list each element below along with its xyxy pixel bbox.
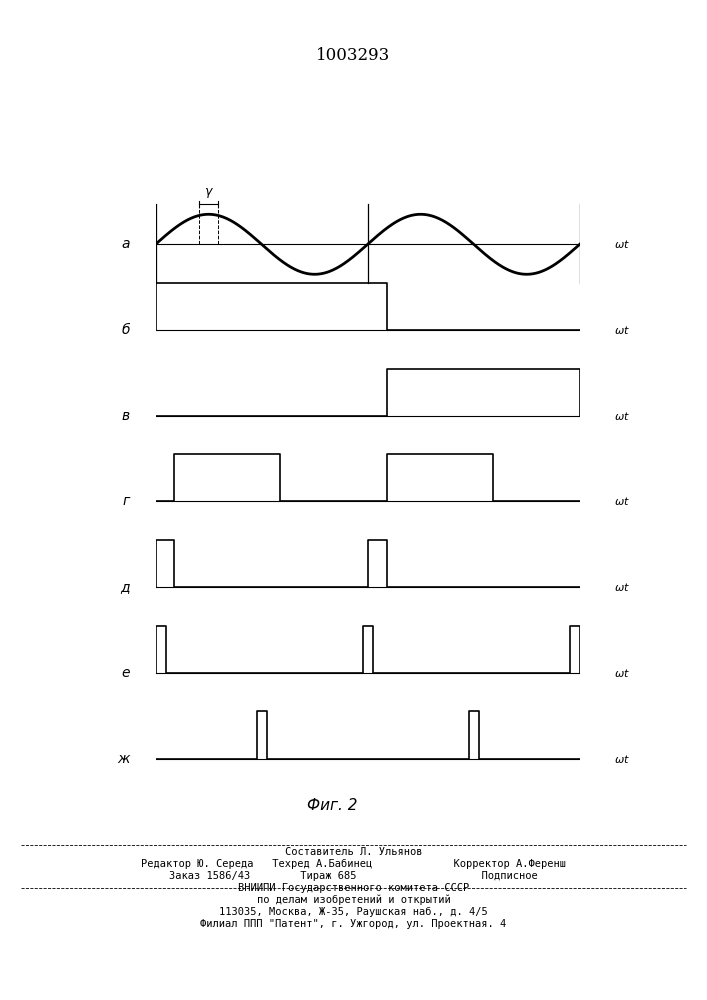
Text: ВНИИПИ Государственного комитета СССР: ВНИИПИ Государственного комитета СССР <box>238 883 469 893</box>
Text: $\omega t$: $\omega t$ <box>614 753 630 765</box>
Text: Заказ 1586/43        Тираж 685                    Подписное: Заказ 1586/43 Тираж 685 Подписное <box>169 871 538 881</box>
Text: $\omega t$: $\omega t$ <box>614 495 630 507</box>
Text: б: б <box>122 323 130 337</box>
Text: Составитель Л. Ульянов: Составитель Л. Ульянов <box>285 847 422 857</box>
Text: $\gamma$: $\gamma$ <box>204 186 214 200</box>
Text: $\omega t$: $\omega t$ <box>614 410 630 422</box>
Text: Филиал ППП "Патент", г. Ужгород, ул. Проектная. 4: Филиал ППП "Патент", г. Ужгород, ул. Про… <box>200 919 507 929</box>
Text: 113035, Москва, Ж-35, Раушская наб., д. 4/5: 113035, Москва, Ж-35, Раушская наб., д. … <box>219 907 488 917</box>
Text: а: а <box>122 237 130 251</box>
Text: $\omega t$: $\omega t$ <box>614 238 630 250</box>
Text: $\omega t$: $\omega t$ <box>614 581 630 593</box>
Text: Фиг. 2: Фиг. 2 <box>307 798 358 812</box>
Text: е: е <box>122 666 130 680</box>
Text: г: г <box>123 494 130 508</box>
Text: $\omega t$: $\omega t$ <box>614 667 630 679</box>
Text: Редактор Ю. Середа   Техред А.Бабинец             Корректор А.Ференш: Редактор Ю. Середа Техред А.Бабинец Корр… <box>141 859 566 869</box>
Text: в: в <box>122 409 130 423</box>
Text: 1003293: 1003293 <box>316 46 391 64</box>
Text: д: д <box>120 580 130 594</box>
Text: по делам изобретений и открытий: по делам изобретений и открытий <box>257 895 450 905</box>
Text: ж: ж <box>117 752 130 766</box>
Text: $\omega t$: $\omega t$ <box>614 324 630 336</box>
